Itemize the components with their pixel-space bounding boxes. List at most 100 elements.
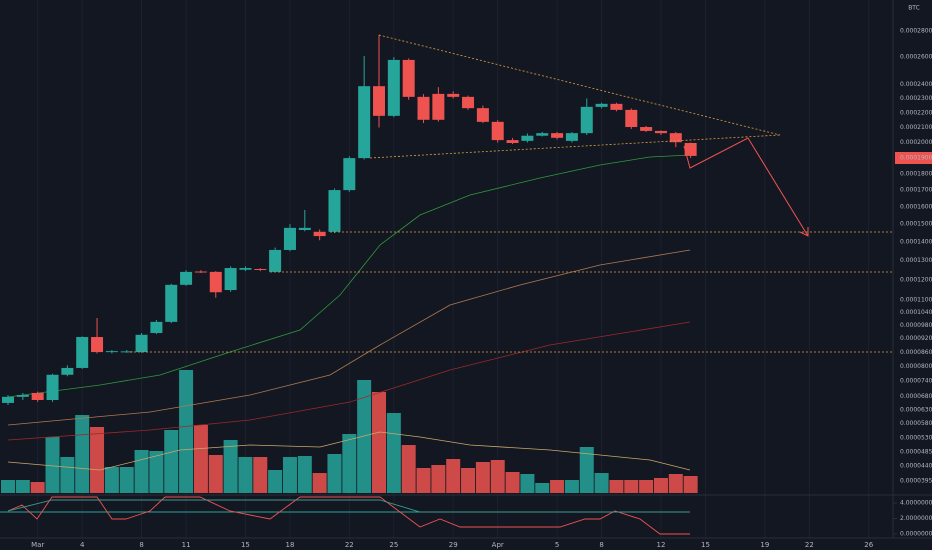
candle-body [61,367,74,375]
candle-body [254,268,267,270]
candle-body [283,227,296,250]
candle-body [343,158,356,191]
volume-bar [386,413,401,493]
volume-bar [490,460,505,493]
candle-body [298,227,311,231]
candle-body [269,249,282,272]
volume-bar [327,454,342,493]
drawings [130,34,893,353]
volume-bar [60,457,75,493]
indicator-lines [0,496,690,535]
x-tick-label: 11 [182,541,191,549]
candle-body [462,96,475,109]
candle-body [180,271,193,285]
ma-slow [7,321,691,441]
volume-bar [15,480,30,493]
volume-bar [193,425,208,493]
candle-body [521,135,534,141]
volume-bar [609,480,624,493]
candle-body [150,321,163,334]
volume-bar [357,380,372,493]
volume-bar [30,482,45,493]
arrow-head [799,227,809,237]
candle-body [328,190,341,232]
volume-bar [268,470,283,493]
candle-body [640,127,653,131]
volume-bar [564,480,579,493]
candle-body [654,130,667,134]
candle-body [565,133,578,141]
candle-body [76,337,89,368]
candle-body [432,93,445,120]
volume-bar [401,445,416,493]
x-tick-label: 22 [345,541,354,549]
trend-lower [369,134,781,159]
candles-layer [2,34,697,406]
x-tick-label: 15 [241,541,250,549]
candle-body [105,351,118,353]
volume-bar [639,480,654,493]
candle-body [120,351,133,353]
candle-body [491,121,504,141]
volume-bar [550,480,565,493]
x-tick-label: 25 [389,541,398,549]
volume-bar [520,474,535,493]
x-tick-label: 22 [805,541,814,549]
volume-bar [505,472,520,493]
volume-bar [223,440,238,493]
candle-body [669,133,682,143]
candle-body [194,271,207,273]
volume-bar [668,474,683,493]
candle-body [135,334,148,353]
volume-bar [208,455,223,493]
volume-bar [461,468,476,493]
volume-bar [594,473,609,493]
volume-bar [372,392,386,493]
volume-bar [446,459,461,493]
volume-bar [683,476,698,493]
ma-mid [7,249,691,426]
x-tick-label: 4 [80,541,85,549]
volume-bar [104,467,119,493]
x-tick-label: 12 [656,541,665,549]
ma-fast [7,154,691,398]
volume-bar [238,457,253,493]
candle-body [447,93,460,97]
candle-body [402,59,415,97]
forecast-arrow [683,137,809,237]
candle-body [2,396,14,403]
candle-body [313,231,326,237]
x-tick-label: Apr [492,541,504,549]
volume-bar [431,465,446,493]
candle-body [46,374,59,400]
volume-bar [1,480,15,493]
candle-body [536,133,549,136]
x-tick-label: 8 [599,541,603,549]
candle-body [358,86,371,159]
candle-body [387,59,400,116]
candle-body [610,103,623,110]
candle-body [224,268,237,291]
